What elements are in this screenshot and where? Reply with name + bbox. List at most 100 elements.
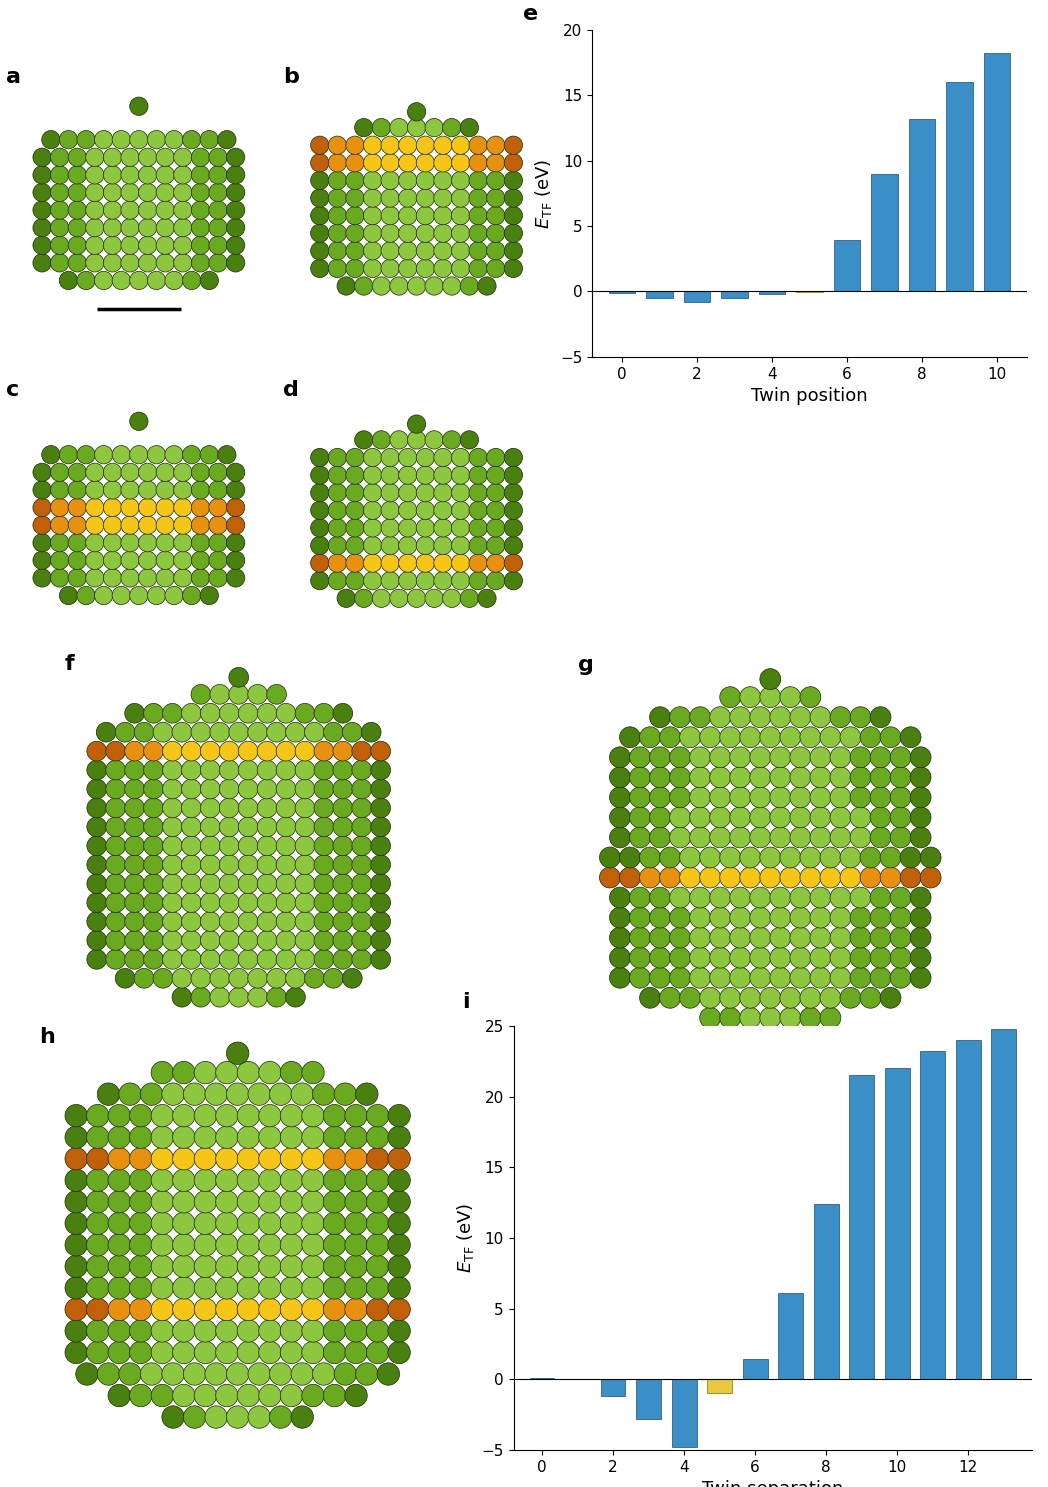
- Circle shape: [310, 259, 329, 278]
- Circle shape: [161, 1362, 184, 1386]
- Circle shape: [87, 931, 107, 950]
- Circle shape: [32, 462, 51, 482]
- Circle shape: [216, 1255, 238, 1277]
- Circle shape: [121, 516, 139, 534]
- Circle shape: [770, 928, 791, 949]
- Circle shape: [192, 219, 210, 236]
- Circle shape: [346, 465, 364, 485]
- Circle shape: [416, 465, 435, 485]
- Circle shape: [709, 787, 730, 807]
- Circle shape: [364, 537, 381, 555]
- Circle shape: [219, 779, 239, 799]
- Circle shape: [226, 462, 245, 482]
- Circle shape: [108, 1105, 130, 1127]
- Circle shape: [352, 816, 372, 837]
- Circle shape: [138, 516, 157, 534]
- Circle shape: [670, 706, 691, 727]
- Circle shape: [442, 431, 461, 449]
- Circle shape: [345, 1169, 367, 1191]
- Circle shape: [161, 1405, 184, 1428]
- Circle shape: [460, 431, 479, 449]
- Circle shape: [247, 987, 267, 1007]
- Circle shape: [328, 571, 347, 590]
- Circle shape: [770, 888, 791, 909]
- Circle shape: [830, 767, 851, 788]
- Circle shape: [216, 1320, 238, 1343]
- Circle shape: [162, 836, 182, 855]
- Circle shape: [381, 242, 399, 260]
- Circle shape: [104, 219, 122, 236]
- Circle shape: [690, 706, 711, 727]
- Circle shape: [416, 171, 435, 189]
- Circle shape: [130, 1341, 152, 1364]
- Circle shape: [381, 449, 399, 467]
- Circle shape: [619, 727, 640, 748]
- Circle shape: [700, 1007, 721, 1029]
- Circle shape: [800, 727, 821, 748]
- Circle shape: [130, 271, 148, 290]
- Circle shape: [345, 1126, 367, 1148]
- Circle shape: [680, 727, 700, 748]
- Circle shape: [700, 867, 721, 888]
- Circle shape: [121, 165, 139, 184]
- Circle shape: [310, 153, 329, 172]
- Circle shape: [60, 586, 78, 605]
- Circle shape: [850, 706, 871, 727]
- Circle shape: [50, 516, 69, 534]
- Circle shape: [218, 446, 236, 464]
- Circle shape: [314, 912, 333, 931]
- Circle shape: [470, 449, 487, 467]
- Circle shape: [504, 449, 523, 467]
- Circle shape: [364, 555, 381, 572]
- Circle shape: [106, 779, 126, 799]
- Circle shape: [720, 727, 741, 748]
- Circle shape: [324, 1212, 346, 1234]
- Circle shape: [266, 987, 286, 1007]
- Circle shape: [650, 947, 671, 968]
- Circle shape: [130, 1234, 152, 1257]
- Circle shape: [125, 779, 145, 799]
- Circle shape: [50, 462, 69, 482]
- Circle shape: [219, 742, 239, 761]
- Circle shape: [810, 888, 831, 909]
- Circle shape: [144, 760, 163, 779]
- Circle shape: [238, 874, 258, 894]
- Circle shape: [328, 242, 347, 260]
- Circle shape: [156, 236, 174, 254]
- Circle shape: [115, 723, 135, 742]
- Bar: [872, 174, 898, 291]
- Circle shape: [32, 236, 51, 254]
- Circle shape: [130, 1384, 152, 1407]
- Circle shape: [398, 555, 417, 572]
- Circle shape: [174, 480, 192, 500]
- Circle shape: [194, 1105, 217, 1127]
- Circle shape: [729, 907, 750, 928]
- Circle shape: [296, 836, 314, 855]
- Circle shape: [50, 480, 69, 500]
- Circle shape: [434, 242, 452, 260]
- X-axis label: Twin position: Twin position: [751, 387, 868, 404]
- Circle shape: [156, 254, 174, 272]
- Circle shape: [328, 137, 347, 155]
- Circle shape: [333, 760, 353, 779]
- Circle shape: [680, 987, 700, 1008]
- Circle shape: [87, 1255, 109, 1277]
- Circle shape: [200, 855, 220, 874]
- Circle shape: [200, 131, 218, 149]
- Circle shape: [302, 1384, 324, 1407]
- Circle shape: [434, 537, 452, 555]
- Circle shape: [398, 519, 417, 537]
- Circle shape: [390, 277, 408, 296]
- Circle shape: [138, 462, 157, 482]
- Circle shape: [106, 950, 126, 970]
- Circle shape: [810, 706, 831, 727]
- Circle shape: [312, 1083, 335, 1105]
- Circle shape: [50, 498, 69, 516]
- Circle shape: [162, 742, 182, 761]
- Circle shape: [470, 207, 487, 225]
- Circle shape: [106, 760, 126, 779]
- Circle shape: [259, 1341, 281, 1364]
- Circle shape: [720, 1007, 741, 1029]
- Text: e: e: [523, 3, 538, 24]
- Circle shape: [228, 987, 248, 1007]
